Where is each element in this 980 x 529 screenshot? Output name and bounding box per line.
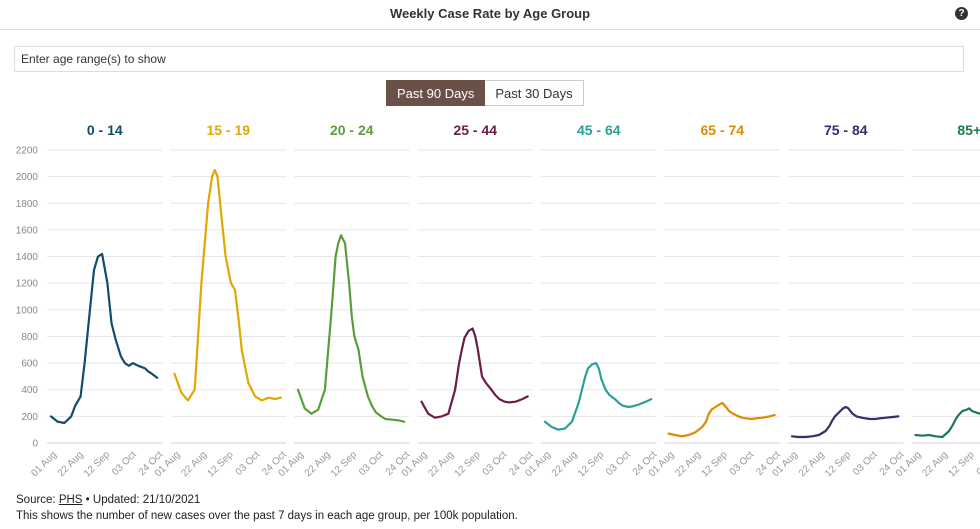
y-tick-label: 1800: [16, 199, 39, 210]
footer: Source: PHS • Updated: 21/10/2021 This s…: [16, 492, 518, 524]
x-tick-label: 03 Oct: [234, 449, 263, 478]
y-tick-label: 1600: [16, 225, 39, 236]
x-tick-label: 22 Aug: [550, 449, 580, 479]
series-line: [667, 401, 776, 438]
y-tick-label: 2200: [16, 146, 39, 157]
footer-note: This shows the number of new cases over …: [16, 510, 518, 522]
x-tick-label: 12 Sep: [823, 449, 853, 479]
series-line: [420, 327, 529, 419]
x-tick-label: 01 Aug: [29, 449, 59, 479]
panel-title: 15 - 19: [206, 122, 250, 138]
x-tick-label: 12 Sep: [453, 449, 483, 479]
series-line: [296, 234, 406, 423]
series-line: [173, 168, 282, 402]
x-tick-label: 22 Aug: [797, 449, 827, 479]
x-tick-label: 03 Oct: [357, 449, 386, 478]
series-line: [543, 362, 653, 431]
y-tick-label: 1200: [16, 279, 39, 290]
y-tick-label: 1400: [16, 252, 39, 263]
x-tick-label: 03 Oct: [851, 449, 880, 478]
x-tick-label: 22 Aug: [56, 449, 86, 479]
x-tick-label: 12 Sep: [329, 449, 359, 479]
header-bar: Weekly Case Rate by Age Group ?: [0, 0, 980, 30]
source-label: Source:: [16, 494, 59, 506]
series-line: [49, 252, 159, 425]
x-tick-label: 12 Sep: [206, 449, 236, 479]
series-line: [790, 405, 900, 439]
question-circle-icon[interactable]: ?: [955, 7, 968, 20]
updated-date: • Updated: 21/10/2021: [82, 494, 201, 506]
x-tick-label: 03 Oct: [604, 449, 633, 478]
panel-title: 45 - 64: [577, 122, 621, 138]
x-tick-label: 22 Aug: [426, 449, 456, 479]
source-link[interactable]: PHS: [58, 494, 83, 506]
y-tick-label: 800: [21, 332, 38, 343]
panel-title: 25 - 44: [453, 122, 497, 138]
x-tick-label: 12 Sep: [82, 449, 112, 479]
x-tick-label: 12 Sep: [947, 449, 977, 479]
panel-title: 75 - 84: [824, 122, 868, 138]
panel-title: 0 - 14: [87, 122, 123, 138]
x-tick-label: 12 Sep: [700, 449, 730, 479]
past-90-days-button[interactable]: Past 90 Days: [386, 80, 486, 106]
y-tick-label: 600: [21, 359, 38, 370]
panel-title: 65 - 74: [700, 122, 744, 138]
x-tick-label: 03 Oct: [110, 449, 139, 478]
age-range-filter-input[interactable]: [14, 46, 964, 72]
x-tick-label: 12 Sep: [576, 449, 606, 479]
y-tick-label: 1000: [16, 305, 39, 316]
y-tick-label: 200: [21, 412, 38, 423]
y-tick-label: 0: [32, 439, 38, 450]
x-tick-label: 22 Aug: [303, 449, 333, 479]
x-tick-label: 22 Aug: [920, 449, 950, 479]
y-tick-label: 400: [21, 385, 38, 396]
x-tick-label: 03 Oct: [975, 449, 980, 478]
panel-title: 20 - 24: [330, 122, 374, 138]
panel-title: 85+: [957, 122, 980, 138]
x-tick-label: 03 Oct: [728, 449, 757, 478]
past-30-days-button[interactable]: Past 30 Days: [485, 80, 584, 106]
x-tick-label: 22 Aug: [179, 449, 209, 479]
series-line: [914, 407, 980, 439]
time-range-toggle: Past 90 Days Past 30 Days: [386, 80, 584, 106]
age-group-chart: 0 200 400 600 800 1000 1200 1400 1600 1800 2000 220…: [16, 122, 980, 480]
page-title: Weekly Case Rate by Age Group: [389, 6, 591, 21]
x-tick-label: 03 Oct: [481, 449, 510, 478]
x-tick-label: 22 Aug: [673, 449, 703, 479]
y-tick-label: 2000: [16, 172, 39, 183]
